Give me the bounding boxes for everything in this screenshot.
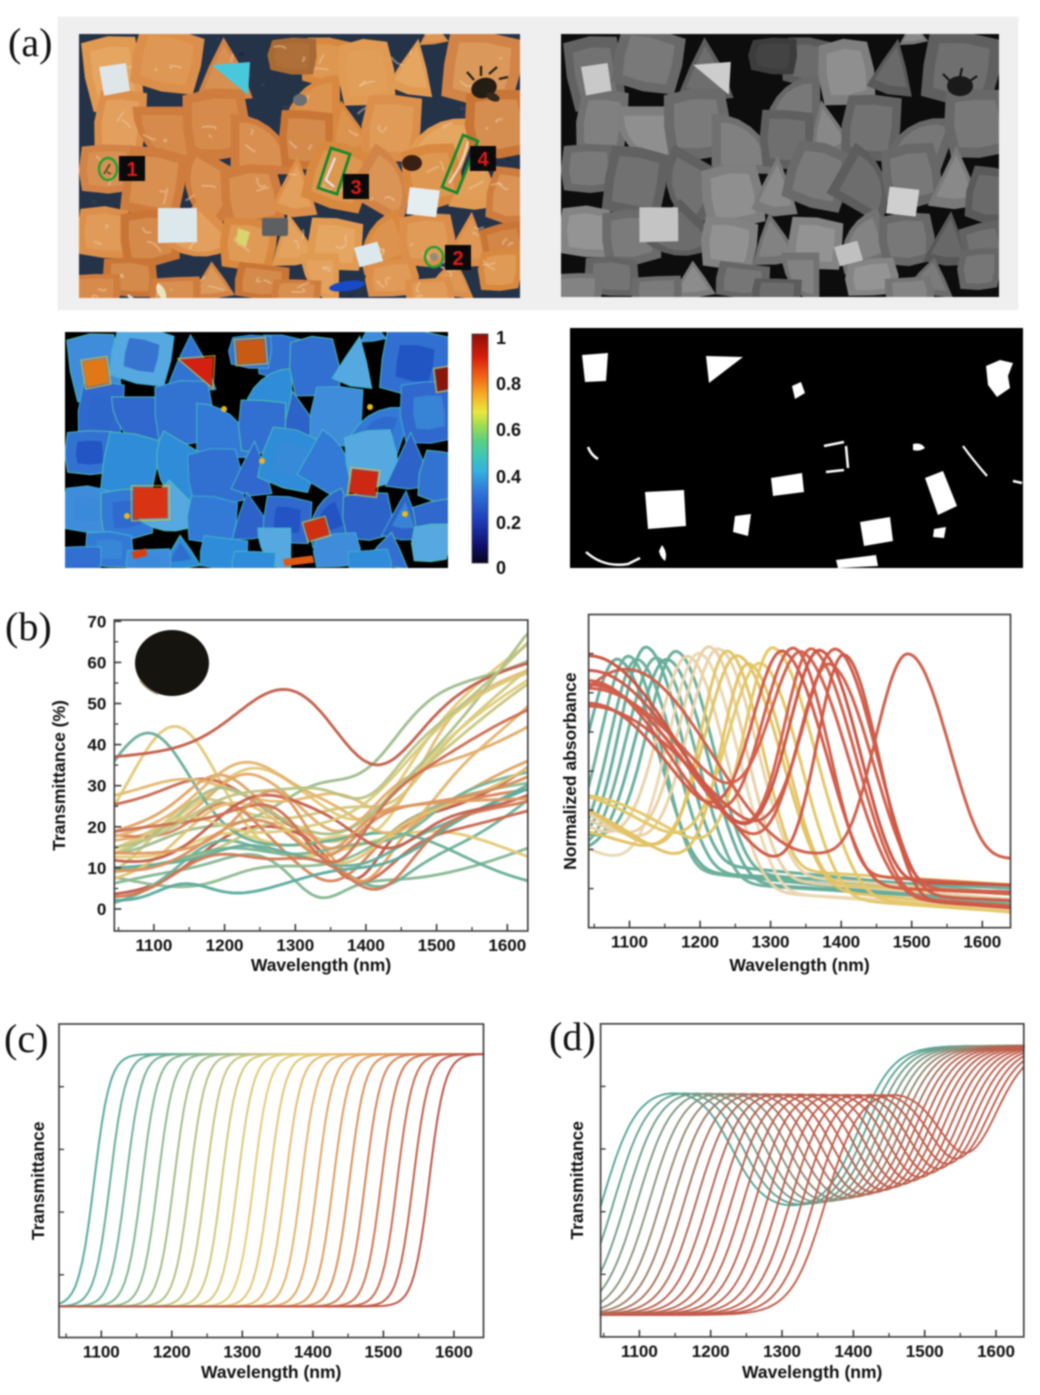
svg-text:70: 70	[87, 612, 106, 631]
svg-text:1300: 1300	[763, 1342, 801, 1361]
svg-text:1500: 1500	[893, 933, 931, 952]
svg-text:1600: 1600	[435, 1343, 473, 1362]
svg-text:1300: 1300	[752, 933, 790, 952]
svg-text:(c): (c)	[4, 1016, 48, 1061]
svg-text:3: 3	[350, 177, 361, 199]
svg-text:50: 50	[87, 695, 106, 714]
svg-text:0.4: 0.4	[496, 467, 521, 487]
svg-text:(d): (d)	[549, 1014, 596, 1059]
svg-text:Wavelength (nm): Wavelength (nm)	[742, 1362, 882, 1382]
svg-text:1: 1	[126, 159, 137, 181]
svg-text:20: 20	[87, 818, 106, 837]
svg-text:(a): (a)	[8, 20, 52, 65]
svg-text:0.2: 0.2	[496, 513, 521, 533]
svg-text:1500: 1500	[418, 936, 456, 955]
svg-text:1100: 1100	[611, 933, 648, 952]
svg-text:(b): (b)	[5, 604, 52, 649]
svg-text:1400: 1400	[294, 1343, 332, 1362]
svg-text:10: 10	[87, 859, 106, 878]
svg-text:1: 1	[496, 328, 506, 348]
svg-text:1100: 1100	[83, 1343, 120, 1362]
svg-text:1400: 1400	[834, 1342, 872, 1361]
svg-text:1600: 1600	[963, 933, 1001, 952]
svg-text:1300: 1300	[223, 1343, 261, 1362]
svg-text:0.6: 0.6	[496, 420, 521, 440]
svg-text:30: 30	[87, 777, 106, 796]
svg-text:Wavelength (nm): Wavelength (nm)	[201, 1362, 341, 1382]
svg-text:1600: 1600	[977, 1342, 1015, 1361]
svg-text:1200: 1200	[153, 1343, 191, 1362]
svg-text:Transmittance (%): Transmittance (%)	[49, 700, 69, 851]
svg-text:Transmittance: Transmittance	[28, 1121, 48, 1240]
svg-text:1400: 1400	[822, 933, 860, 952]
svg-text:1200: 1200	[681, 933, 719, 952]
svg-text:60: 60	[87, 653, 106, 672]
svg-text:1100: 1100	[621, 1342, 658, 1361]
svg-text:1300: 1300	[276, 936, 314, 955]
svg-text:1600: 1600	[488, 936, 526, 955]
svg-text:1200: 1200	[692, 1342, 730, 1361]
svg-text:2: 2	[452, 248, 463, 270]
svg-text:40: 40	[87, 736, 106, 755]
svg-text:0: 0	[97, 900, 106, 919]
svg-text:0: 0	[496, 558, 506, 578]
svg-text:1400: 1400	[347, 936, 385, 955]
svg-text:1500: 1500	[364, 1343, 402, 1362]
svg-text:Wavelength (nm): Wavelength (nm)	[251, 955, 391, 975]
svg-text:Normalized absorbance: Normalized absorbance	[560, 672, 580, 870]
svg-text:1500: 1500	[906, 1342, 944, 1361]
svg-text:4: 4	[477, 149, 489, 171]
svg-text:Transmittance: Transmittance	[567, 1121, 587, 1240]
svg-text:1100: 1100	[135, 936, 172, 955]
svg-text:Wavelength (nm): Wavelength (nm)	[729, 955, 869, 975]
svg-text:0.8: 0.8	[496, 374, 521, 394]
svg-text:1200: 1200	[206, 936, 244, 955]
